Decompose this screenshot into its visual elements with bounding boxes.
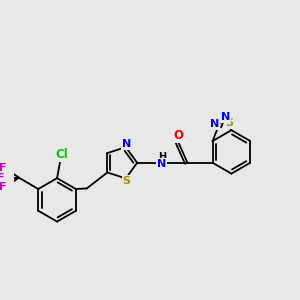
Text: F: F <box>0 182 6 192</box>
Text: Cl: Cl <box>56 148 68 161</box>
Text: F: F <box>0 172 4 183</box>
Text: S: S <box>225 118 233 128</box>
Text: N: N <box>221 112 230 122</box>
Text: N: N <box>157 159 166 169</box>
Text: N: N <box>122 139 131 149</box>
Text: O: O <box>173 129 183 142</box>
Text: N: N <box>210 119 219 129</box>
Text: S: S <box>123 176 131 186</box>
Text: H: H <box>158 152 166 162</box>
Text: F: F <box>0 164 6 173</box>
